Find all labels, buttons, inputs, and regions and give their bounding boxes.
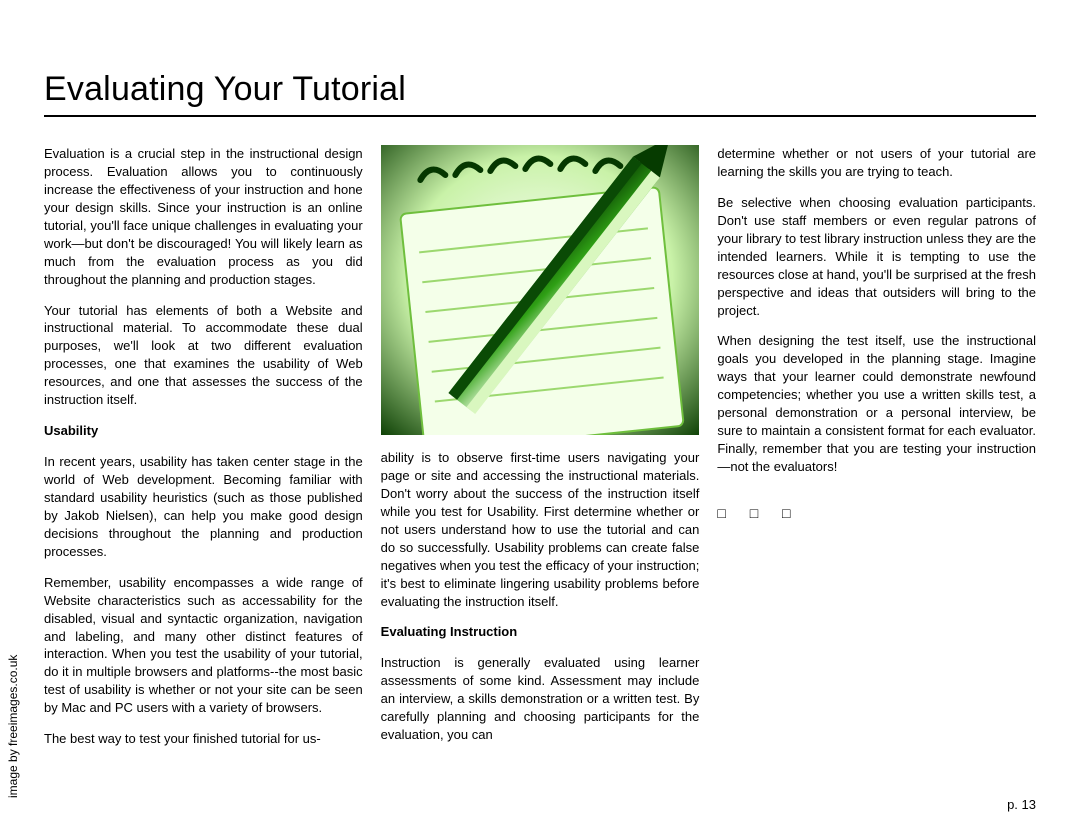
column-2: ability is to observe first-time users n… (381, 145, 700, 748)
body-text: The best way to test your finished tutor… (44, 730, 363, 748)
image-credit: image by freeimages.co.uk (6, 655, 20, 798)
body-text: Evaluation is a crucial step in the inst… (44, 145, 363, 289)
body-text: ability is to observe first-time users n… (381, 449, 700, 610)
notepad-image (381, 145, 700, 435)
column-3: determine whether or not users of your t… (717, 145, 1036, 748)
body-text: Be selective when choosing evaluation pa… (717, 194, 1036, 320)
column-1: Evaluation is a crucial step in the inst… (44, 145, 363, 748)
body-text: determine whether or not users of your t… (717, 145, 1036, 181)
body-text: Remember, usability encompasses a wide r… (44, 574, 363, 718)
body-text: In recent years, usability has taken cen… (44, 453, 363, 561)
subheading-usability: Usability (44, 422, 363, 440)
body-text: Instruction is generally evaluated using… (381, 654, 700, 744)
columns: Evaluation is a crucial step in the inst… (44, 145, 1036, 748)
body-text: When designing the test itself, use the … (717, 332, 1036, 476)
page-number: p. 13 (1007, 797, 1036, 812)
end-marks: □ □ □ (717, 504, 1036, 523)
page-title: Evaluating Your Tutorial (44, 70, 1036, 117)
subheading-evaluating-instruction: Evaluating Instruction (381, 623, 700, 641)
body-text: Your tutorial has elements of both a Web… (44, 302, 363, 410)
page-container: Evaluating Your Tutorial Evaluation is a… (0, 0, 1080, 834)
